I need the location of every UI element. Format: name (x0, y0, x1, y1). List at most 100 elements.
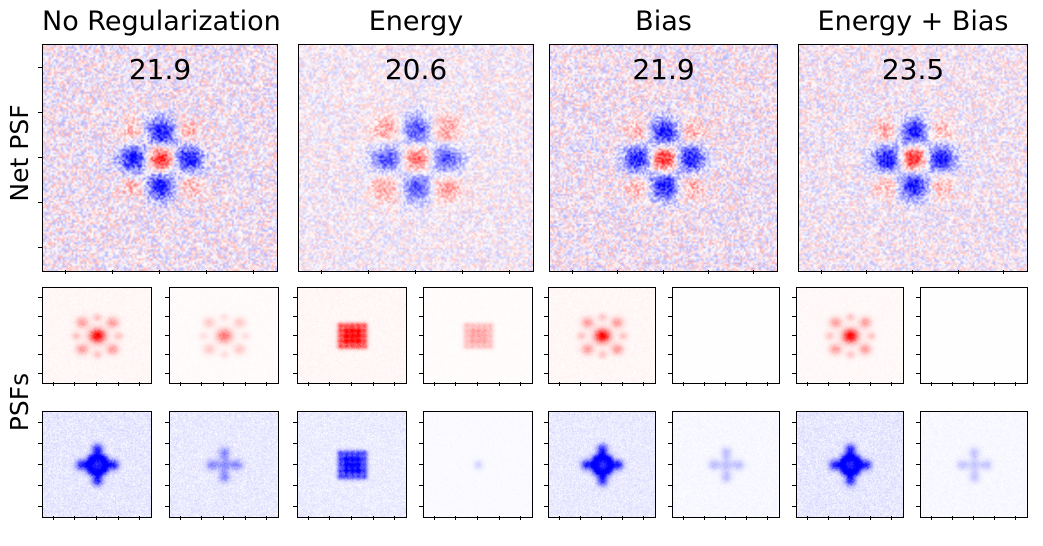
psf-red-panel-3 (293, 287, 407, 386)
psf-red-panel-6 (668, 287, 780, 386)
x-axis-tick (118, 516, 119, 520)
x-axis-tick (321, 270, 322, 274)
y-axis-tick (293, 464, 297, 465)
y-axis-tick (544, 485, 548, 486)
psf-red-panel-7 (792, 287, 904, 386)
y-axis-tick (916, 297, 920, 298)
psf-image (170, 288, 278, 383)
x-axis-tick (807, 516, 808, 520)
y-axis-tick (792, 373, 796, 374)
x-axis-tick (725, 516, 726, 520)
psf-blue-panel-4 (419, 411, 533, 520)
y-axis-tick (293, 335, 297, 336)
y-axis-tick (792, 422, 796, 423)
x-axis-tick (617, 270, 618, 274)
y-axis-tick (38, 247, 42, 248)
x-axis-tick (746, 516, 747, 520)
y-axis-tick (419, 422, 423, 423)
y-axis-tick (38, 297, 42, 298)
x-axis-tick (704, 382, 705, 386)
y-axis-tick (165, 443, 169, 444)
y-axis-tick (916, 316, 920, 317)
x-axis-tick (477, 516, 478, 520)
net-psf-panel-no-regularization: 21.9 (38, 44, 278, 274)
y-axis-tick (668, 335, 672, 336)
psf-red-panel-8 (916, 287, 1028, 386)
y-axis-tick (916, 506, 920, 507)
psf-blue-panel-3 (293, 411, 407, 520)
x-axis-tick (118, 382, 119, 386)
x-axis-tick (351, 516, 352, 520)
net-psf-score: 21.9 (128, 53, 192, 86)
x-axis-tick (725, 382, 726, 386)
y-axis-tick (916, 422, 920, 423)
y-axis-tick (544, 422, 548, 423)
x-axis-tick (828, 516, 829, 520)
y-axis-tick (38, 422, 42, 423)
x-axis-tick (580, 516, 581, 520)
psf-image (170, 412, 278, 517)
psf-image (549, 412, 655, 517)
x-axis-tick (708, 270, 709, 274)
y-axis-tick (165, 373, 169, 374)
x-axis-tick (849, 382, 850, 386)
y-axis-tick (165, 485, 169, 486)
x-axis-tick (96, 516, 97, 520)
psf-red-panel-1 (38, 287, 152, 386)
x-axis-tick (394, 516, 395, 520)
x-axis-tick (373, 382, 374, 386)
x-axis-tick (559, 382, 560, 386)
y-axis-tick (38, 112, 42, 113)
y-axis-tick (165, 335, 169, 336)
x-axis-tick (683, 516, 684, 520)
x-axis-tick (201, 382, 202, 386)
y-axis-tick (792, 443, 796, 444)
y-axis-tick (419, 297, 423, 298)
x-axis-tick (952, 516, 953, 520)
y-axis-tick (293, 506, 297, 507)
psf-image (424, 412, 532, 517)
x-axis-tick (891, 516, 892, 520)
x-axis-tick (973, 516, 974, 520)
x-axis-tick (159, 270, 160, 274)
psf-blue-panel-2 (165, 411, 279, 520)
psf-image (673, 412, 779, 517)
y-axis-tick (916, 464, 920, 465)
y-axis-tick (668, 297, 672, 298)
x-axis-tick (849, 516, 850, 520)
x-axis-tick (96, 382, 97, 386)
x-axis-tick (139, 382, 140, 386)
y-axis-tick (38, 443, 42, 444)
x-axis-tick (870, 516, 871, 520)
y-axis-tick (792, 335, 796, 336)
y-axis-tick (792, 354, 796, 355)
y-axis-tick (544, 335, 548, 336)
x-axis-tick (509, 270, 510, 274)
x-axis-tick (223, 516, 224, 520)
net-psf-image (799, 45, 1027, 271)
x-axis-tick (807, 382, 808, 386)
net-psf-score: 21.9 (632, 53, 695, 86)
x-axis-tick (351, 382, 352, 386)
x-axis-tick (704, 516, 705, 520)
psf-image (921, 288, 1027, 383)
x-axis-tick (601, 382, 602, 386)
y-axis-tick (668, 422, 672, 423)
x-axis-tick (499, 516, 500, 520)
x-axis-tick (828, 382, 829, 386)
x-axis-tick (520, 516, 521, 520)
x-axis-tick (394, 382, 395, 386)
x-axis-tick (308, 516, 309, 520)
x-axis-tick (499, 382, 500, 386)
x-axis-tick (455, 516, 456, 520)
x-axis-tick (266, 516, 267, 520)
x-axis-tick (1015, 516, 1016, 520)
x-axis-tick (958, 270, 959, 274)
x-axis-tick (477, 382, 478, 386)
net-psf-image (299, 45, 533, 271)
y-axis-tick (38, 373, 42, 374)
x-axis-tick (201, 516, 202, 520)
y-axis-tick (293, 443, 297, 444)
y-axis-tick (419, 373, 423, 374)
x-axis-tick (994, 516, 995, 520)
